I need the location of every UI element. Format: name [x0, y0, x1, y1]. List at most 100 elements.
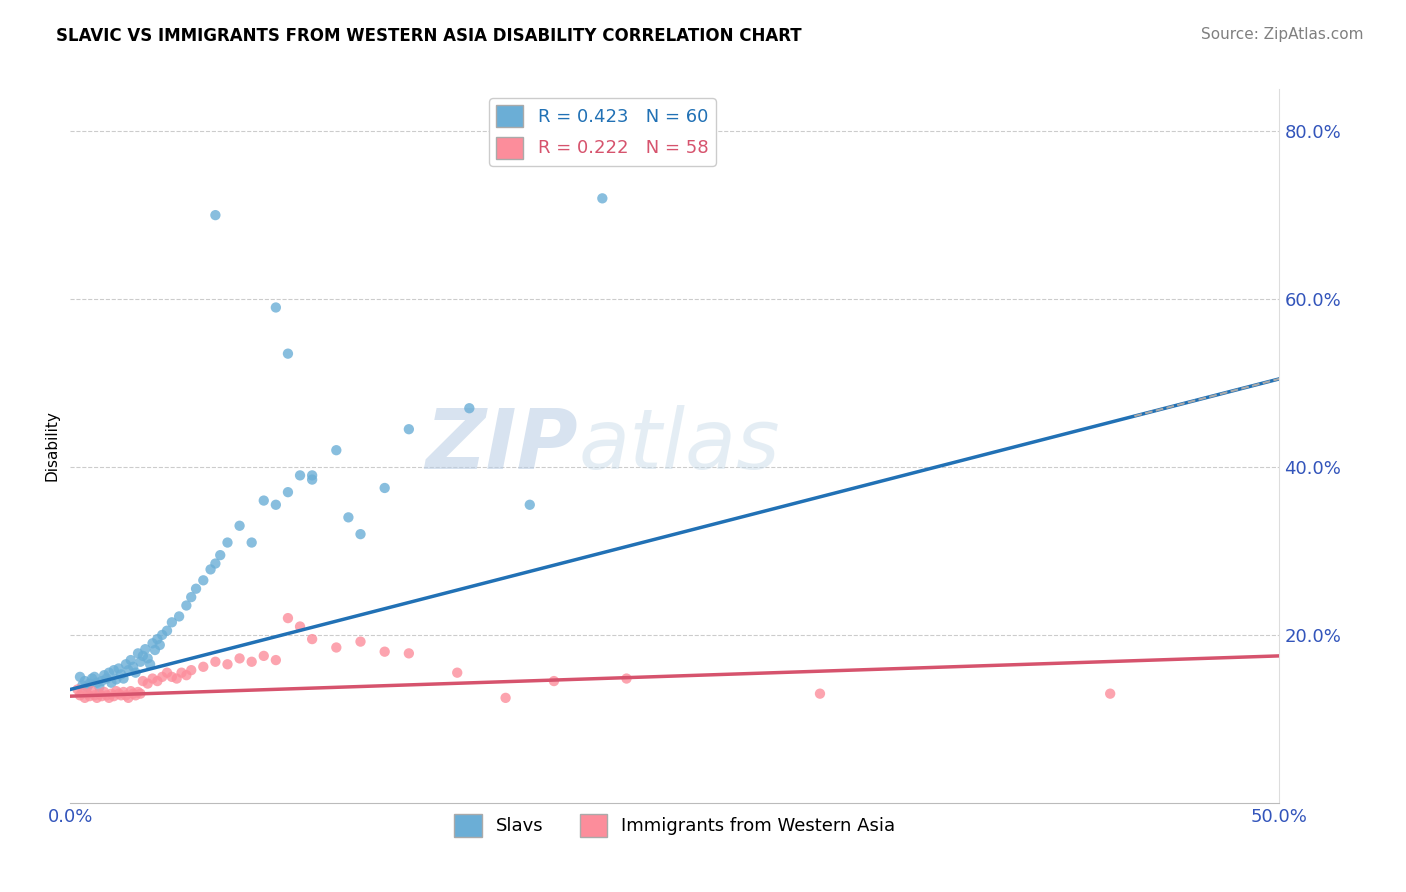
Point	[543, 674, 565, 689]
Point	[69, 670, 91, 684]
Point	[808, 687, 831, 701]
Point	[129, 687, 152, 701]
Point	[374, 481, 396, 495]
Point	[240, 655, 263, 669]
Point	[132, 674, 155, 689]
Point	[127, 685, 149, 699]
Point	[141, 636, 163, 650]
Point	[349, 634, 371, 648]
Point	[166, 672, 188, 686]
Point	[1099, 687, 1122, 701]
Text: SLAVIC VS IMMIGRANTS FROM WESTERN ASIA DISABILITY CORRELATION CHART: SLAVIC VS IMMIGRANTS FROM WESTERN ASIA D…	[56, 27, 801, 45]
Point	[160, 670, 183, 684]
Point	[105, 673, 128, 687]
Point	[264, 653, 287, 667]
Point	[180, 590, 202, 604]
Point	[72, 685, 94, 699]
Point	[98, 665, 121, 680]
Point	[301, 473, 323, 487]
Point	[146, 632, 169, 646]
Point	[86, 690, 108, 705]
Point	[96, 672, 118, 686]
Point	[204, 208, 226, 222]
Point	[616, 672, 638, 686]
Point	[325, 443, 347, 458]
Point	[139, 657, 162, 672]
Point	[160, 615, 183, 630]
Point	[80, 672, 103, 686]
Point	[180, 663, 202, 677]
Point	[228, 651, 250, 665]
Point	[115, 657, 138, 672]
Point	[264, 301, 287, 315]
Point	[127, 646, 149, 660]
Point	[495, 690, 517, 705]
Point	[398, 646, 420, 660]
Point	[150, 670, 173, 684]
Point	[288, 619, 311, 633]
Text: ZIP: ZIP	[426, 406, 578, 486]
Point	[110, 667, 132, 681]
Point	[96, 689, 118, 703]
Point	[519, 498, 541, 512]
Point	[204, 557, 226, 571]
Point	[93, 668, 115, 682]
Point	[90, 674, 112, 689]
Point	[458, 401, 481, 416]
Point	[217, 535, 239, 549]
Point	[69, 689, 91, 703]
Point	[83, 689, 105, 703]
Point	[301, 468, 323, 483]
Point	[124, 665, 146, 680]
Point	[446, 665, 468, 680]
Point	[337, 510, 360, 524]
Point	[83, 670, 105, 684]
Point	[398, 422, 420, 436]
Point	[193, 660, 215, 674]
Text: atlas: atlas	[578, 406, 780, 486]
Y-axis label: Disability: Disability	[44, 410, 59, 482]
Point	[107, 661, 129, 675]
Point	[103, 663, 125, 677]
Point	[100, 687, 122, 701]
Point	[89, 687, 111, 701]
Point	[129, 655, 152, 669]
Point	[134, 642, 156, 657]
Point	[107, 687, 129, 701]
Point	[73, 690, 96, 705]
Point	[277, 485, 299, 500]
Point	[117, 663, 139, 677]
Point	[132, 648, 155, 663]
Point	[110, 689, 132, 703]
Point	[264, 498, 287, 512]
Legend: Slavs, Immigrants from Western Asia: Slavs, Immigrants from Western Asia	[447, 807, 903, 844]
Point	[209, 548, 232, 562]
Point	[89, 680, 111, 694]
Point	[156, 624, 179, 638]
Point	[167, 609, 190, 624]
Point	[146, 674, 169, 689]
Point	[141, 672, 163, 686]
Point	[76, 687, 98, 701]
Point	[204, 655, 226, 669]
Point	[325, 640, 347, 655]
Point	[105, 684, 128, 698]
Point	[176, 599, 198, 613]
Point	[103, 689, 125, 703]
Point	[117, 690, 139, 705]
Point	[156, 665, 179, 680]
Point	[76, 680, 98, 694]
Point	[73, 674, 96, 689]
Point	[136, 676, 159, 690]
Point	[184, 582, 207, 596]
Point	[150, 628, 173, 642]
Point	[72, 678, 94, 692]
Point	[143, 643, 166, 657]
Point	[217, 657, 239, 672]
Point	[112, 685, 135, 699]
Point	[253, 493, 276, 508]
Point	[86, 675, 108, 690]
Point	[115, 689, 138, 703]
Point	[120, 653, 142, 667]
Point	[79, 676, 101, 690]
